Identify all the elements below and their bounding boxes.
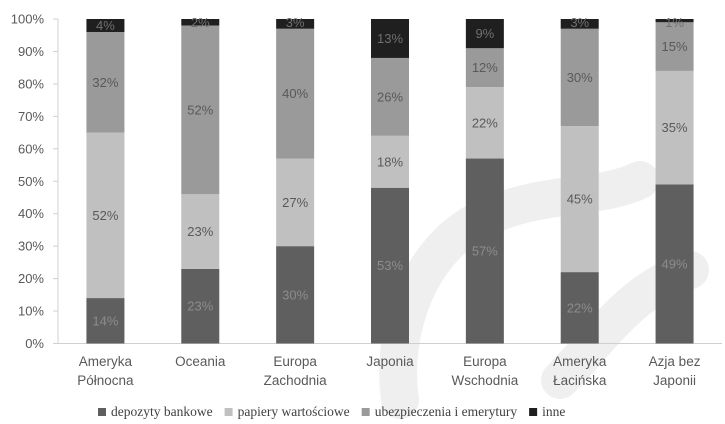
category-label: Łacińska [553,373,607,388]
bar-segment [655,184,694,344]
data-label: 1% [665,15,684,30]
y-tick-label: 100% [11,12,45,27]
y-tick-label: 20% [18,271,44,286]
data-label: 3% [570,15,589,30]
y-tick-label: 60% [18,141,44,156]
data-label: 35% [662,120,688,135]
legend-label: depozyty bankowe [111,404,213,419]
category-label: Japonii [653,373,696,388]
bar-segment [276,19,315,29]
data-label: 32% [92,75,118,90]
category-label: Azja bez [649,354,701,369]
data-label: 49% [662,256,688,271]
data-label: 14% [92,313,118,328]
bar-segment [181,19,220,26]
legend-swatch [224,408,233,416]
y-tick-label: 40% [18,206,44,221]
watermark-logo [379,161,709,419]
data-label: 23% [187,299,213,314]
bar-segment [465,158,504,344]
axes: 0% 10% 20% 30% 40% 50% 60% 70% 80% 90% 100% [11,12,722,351]
bar-segment [560,126,599,273]
data-label: 30% [282,287,308,302]
data-label: 9% [475,26,494,41]
legend-swatch [361,408,370,416]
data-label: 4% [96,18,115,33]
data-label: 3% [286,15,305,30]
bars [86,19,694,344]
bar-segment [371,19,409,58]
y-tick-label: 80% [18,76,44,91]
bar-segment [655,19,694,23]
data-label: 22% [567,300,593,315]
bar-segment [465,48,504,88]
data-label: 45% [567,192,593,207]
data-label: 57% [472,244,498,259]
data-label: 53% [377,258,403,273]
data-label: 40% [282,86,308,101]
category-labels: Ameryka Północna Oceania Europa Zachodnia Jap… [77,354,700,388]
bar-segment [276,158,315,247]
category-label: Europa [463,354,507,369]
bar-segment [86,31,125,133]
data-label: 22% [472,115,498,130]
category-label: Ameryka [79,354,133,369]
y-tick-label: 0% [25,336,44,351]
bar-segment [465,87,504,159]
y-tick-label: 90% [18,44,44,59]
bar-segment [276,28,315,159]
category-label: Północna [77,373,134,388]
bar-segment [655,22,694,71]
bar-segment [86,132,125,299]
category-label: Wschodnia [451,373,518,388]
bar-segment [276,246,315,344]
data-labels: 14% 52% 32% 4% 23% 23% 52% 2% 30% 27% 40% 3% 53% 18% 2… [92,15,688,328]
legend-label: ubezpieczenia i emerytury [375,404,518,419]
bar-segment [655,70,694,185]
bar-segment [371,135,409,188]
category-label: Zachodnia [264,373,328,388]
y-tick-label: 30% [18,239,44,254]
data-label: 13% [377,31,403,46]
data-label: 26% [377,89,403,104]
data-label: 52% [187,102,213,117]
bar-segment [560,19,599,29]
bar-segment [371,57,409,136]
bar-segment [465,19,504,49]
category-label: Oceania [175,354,226,369]
legend-label: inne [542,404,565,419]
data-label: 2% [191,15,210,30]
category-label: Japonia [366,354,414,369]
bar-segment [181,194,220,269]
bar-segment [560,272,599,344]
y-tick-label: 70% [18,109,44,124]
data-label: 23% [187,224,213,239]
legend: depozyty bankowe papiery wartościowe ubezp… [98,404,565,419]
data-label: 30% [567,70,593,85]
data-label: 12% [472,60,498,75]
bar-segment [86,298,125,344]
legend-swatch [529,408,538,416]
legend-label: papiery wartościowe [238,404,350,419]
y-tick-label: 10% [18,304,44,319]
bar-segment [86,19,125,32]
bar-segment [181,268,220,344]
y-tick-label: 50% [18,174,44,189]
category-label: Europa [273,354,317,369]
category-label: Ameryka [553,354,607,369]
data-label: 52% [92,208,118,223]
bar-segment [560,28,599,127]
bar-segment [371,187,409,344]
data-label: 15% [662,39,688,54]
data-label: 18% [377,154,403,169]
bar-segment [181,25,220,195]
legend-swatch [98,408,106,416]
data-label: 27% [282,195,308,210]
